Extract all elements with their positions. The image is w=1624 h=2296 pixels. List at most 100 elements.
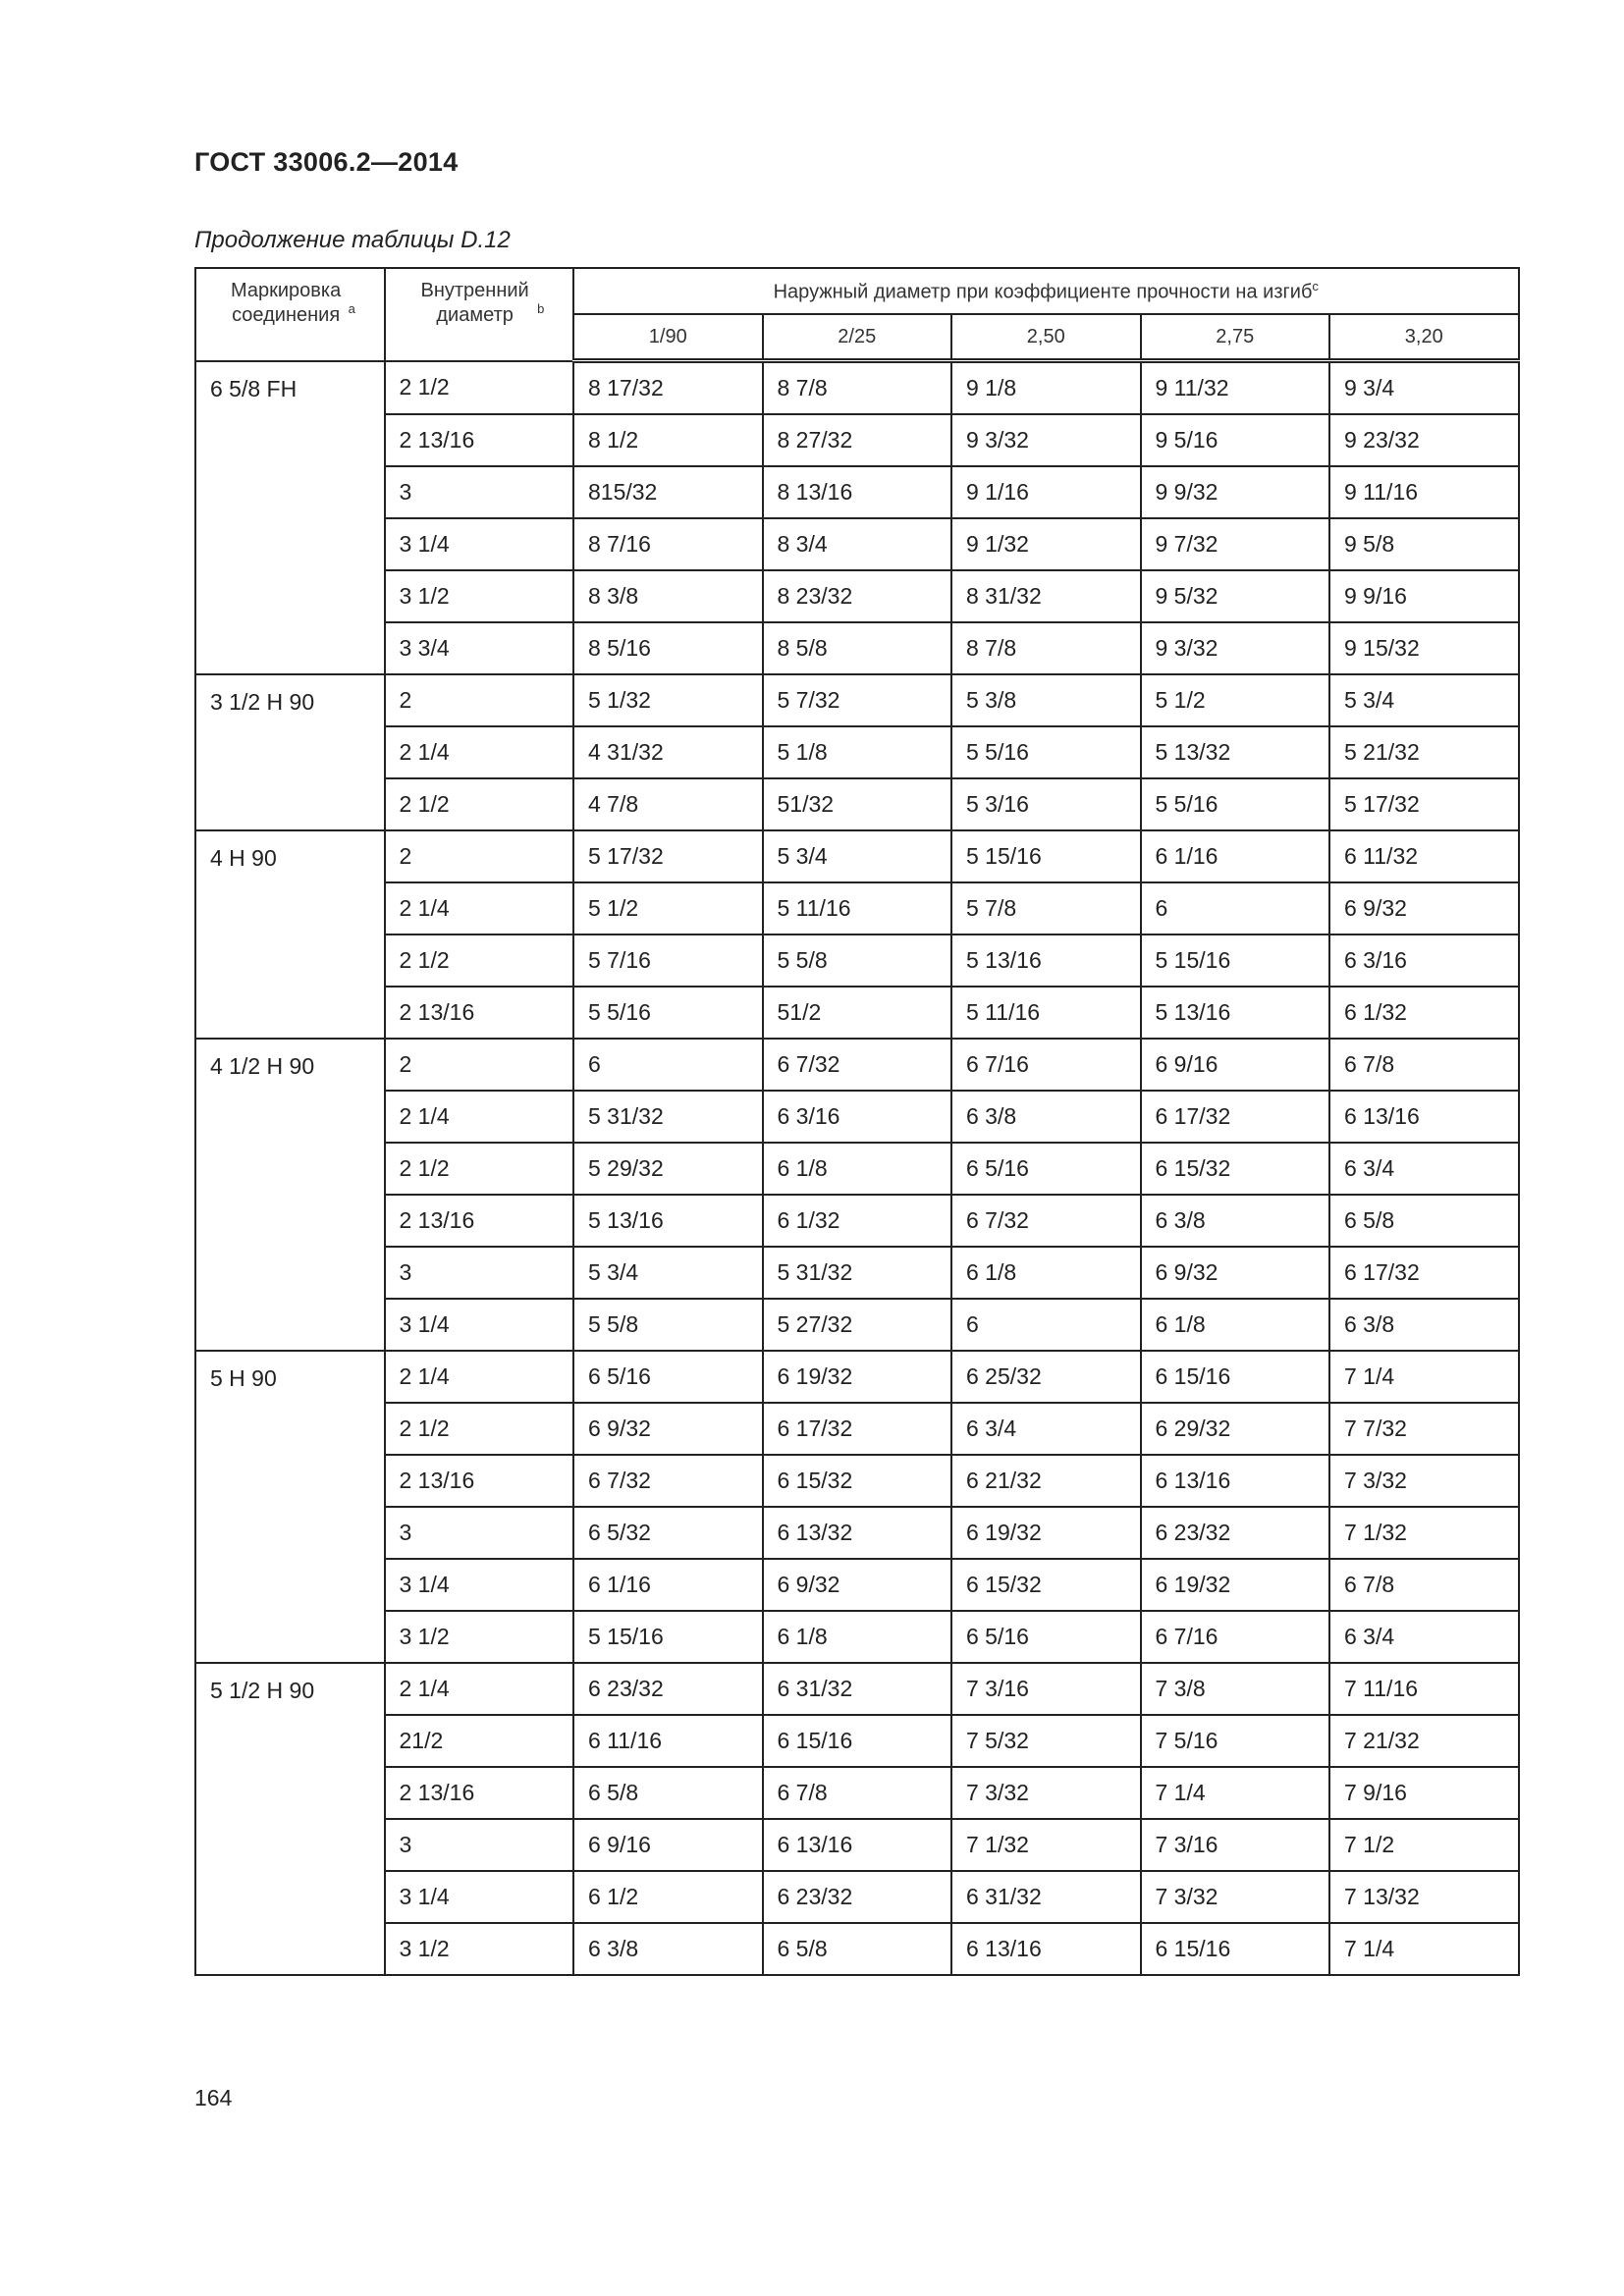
table-row: 2 1/4 4 31/32 5 1/8 5 5/16 5 13/32 5 21/32 — [195, 725, 1520, 779]
outer-diameter-cell: 6 5/8 — [761, 1922, 952, 1976]
outer-diameter-cell: 6 31/32 — [761, 1662, 952, 1716]
table-row: 2 1/2 5 7/16 5 5/8 5 13/16 5 15/16 6 3/16 — [195, 934, 1520, 988]
outer-diameter-cell: 6 3/4 — [1328, 1610, 1520, 1664]
page-number: 164 — [194, 2085, 233, 2110]
outer-diameter-cell: 9 3/4 — [1328, 359, 1520, 415]
inner-diameter-cell: 2 1/4 — [383, 881, 574, 935]
outer-diameter-cell: 5 13/16 — [950, 934, 1142, 988]
connection-marking-cell: 5 H 90 — [194, 1350, 386, 1664]
outer-diameter-cell: 8 3/8 — [572, 569, 764, 623]
table-row: 5 H 90 2 1/4 6 5/16 6 19/32 6 25/32 6 15/16 7 … — [194, 1350, 1520, 1664]
table-row: 21/2 6 11/16 6 15/16 7 5/32 7 5/16 7 21/32 — [195, 1714, 1520, 1768]
outer-diameter-cell: 5 3/4 — [761, 829, 952, 883]
outer-diameter-cell: 6 1/2 — [572, 1870, 764, 1924]
outer-diameter-cell: 7 3/8 — [1139, 1662, 1330, 1716]
outer-diameter-cell: 9 9/32 — [1139, 465, 1330, 519]
outer-diameter-cell: 5 13/16 — [572, 1194, 764, 1248]
outer-diameter-cell: 8 31/32 — [950, 569, 1142, 623]
outer-diameter-cell: 6 9/32 — [572, 1402, 764, 1456]
outer-diameter-cell: 6 1/16 — [1139, 829, 1330, 883]
connection-marking-cell: 4 H 90 — [194, 829, 386, 1040]
inner-diameter-cell: 3 1/4 — [383, 1558, 574, 1612]
outer-diameter-cell: 6 19/32 — [1139, 1558, 1330, 1612]
table-row: 3 815/32 8 13/16 9 1/16 9 9/32 9 11/16 — [195, 465, 1520, 519]
outer-diameter-cell: 51/2 — [761, 986, 952, 1040]
outer-diameter-cell: 6 3/16 — [761, 1090, 952, 1144]
outer-diameter-cell: 8 3/4 — [761, 517, 952, 571]
outer-diameter-cell: 8 27/32 — [761, 413, 952, 467]
outer-diameter-cell: 6 3/8 — [950, 1090, 1142, 1144]
outer-diameter-cell: 6 9/16 — [1139, 1038, 1330, 1092]
outer-diameter-cell: 6 15/16 — [1139, 1922, 1330, 1976]
inner-diameter-cell: 21/2 — [383, 1714, 574, 1768]
table-row: 4 H 90 2 5 17/32 5 3/4 5 15/16 6 1/16 6 11/32 — [194, 829, 1520, 1040]
outer-diameter-cell: 9 3/32 — [950, 413, 1142, 467]
outer-diameter-cell: 6 9/32 — [1139, 1246, 1330, 1300]
outer-diameter-cell: 6 7/32 — [950, 1194, 1142, 1248]
table-row: 6 5/8 FH 2 1/2 8 17/32 8 7/8 9 1/8 9 11/32 9 3… — [194, 359, 1520, 675]
inner-diameter-cell: 2 1/2 — [383, 777, 574, 831]
outer-diameter-cell: 6 15/16 — [1139, 1350, 1330, 1404]
outer-diameter-cell: 7 1/32 — [1328, 1506, 1520, 1560]
outer-diameter-cell: 9 23/32 — [1328, 413, 1520, 467]
outer-diameter-cell: 6 5/8 — [572, 1766, 764, 1820]
header-coefficient: 1/90 — [572, 313, 764, 363]
outer-diameter-cell: 6 1/8 — [761, 1610, 952, 1664]
outer-diameter-cell: 7 3/32 — [950, 1766, 1142, 1820]
outer-diameter-cell: 6 15/16 — [761, 1714, 952, 1768]
outer-diameter-cell: 6 17/32 — [1139, 1090, 1330, 1144]
outer-diameter-cell: 5 7/8 — [950, 881, 1142, 935]
outer-diameter-cell: 6 13/32 — [761, 1506, 952, 1560]
inner-diameter-cell: 2 — [383, 1038, 574, 1092]
table-row: 3 3/4 8 5/16 8 5/8 8 7/8 9 3/32 9 15/32 — [195, 621, 1520, 675]
outer-diameter-cell: 5 1/8 — [761, 725, 952, 779]
inner-diameter-cell: 2 1/4 — [383, 1350, 574, 1404]
outer-diameter-cell: 6 9/32 — [1328, 881, 1520, 935]
outer-diameter-cell: 8 23/32 — [761, 569, 952, 623]
table-row: 2 1/2 5 29/32 6 1/8 6 5/16 6 15/32 6 3/4 — [195, 1142, 1520, 1196]
inner-diameter-cell: 3 — [383, 1818, 574, 1872]
outer-diameter-cell: 6 17/32 — [761, 1402, 952, 1456]
outer-diameter-cell: 5 31/32 — [761, 1246, 952, 1300]
inner-diameter-cell: 3 — [383, 465, 574, 519]
outer-diameter-cell: 6 1/8 — [1139, 1298, 1330, 1352]
outer-diameter-cell: 7 9/16 — [1328, 1766, 1520, 1820]
outer-diameter-cell: 9 11/32 — [1139, 359, 1330, 415]
inner-diameter-cell: 2 1/4 — [383, 1662, 574, 1716]
outer-diameter-cell: 5 3/16 — [950, 777, 1142, 831]
outer-diameter-cell: 9 15/32 — [1328, 621, 1520, 675]
outer-diameter-cell: 9 5/32 — [1139, 569, 1330, 623]
outer-diameter-cell: 5 5/16 — [572, 986, 764, 1040]
outer-diameter-cell: 5 15/16 — [950, 829, 1142, 883]
table-row: 2 1/4 5 1/2 5 11/16 5 7/8 6 6 9/32 — [195, 881, 1520, 935]
outer-diameter-cell: 6 3/4 — [1328, 1142, 1520, 1196]
outer-diameter-cell: 6 13/16 — [761, 1818, 952, 1872]
outer-diameter-cell: 5 13/16 — [1139, 986, 1330, 1040]
outer-diameter-cell: 6 1/32 — [761, 1194, 952, 1248]
outer-diameter-cell: 9 1/8 — [950, 359, 1142, 415]
outer-diameter-cell: 7 1/4 — [1328, 1350, 1520, 1404]
table-header: Маркировка соединения a Внутренний диамет… — [194, 267, 1520, 363]
outer-diameter-cell: 6 19/32 — [950, 1506, 1142, 1560]
inner-diameter-cell: 3 1/4 — [383, 1870, 574, 1924]
outer-diameter-cell: 8 5/8 — [761, 621, 952, 675]
outer-diameter-cell: 6 1/8 — [761, 1142, 952, 1196]
outer-diameter-cell: 6 9/32 — [761, 1558, 952, 1612]
outer-diameter-cell: 6 11/32 — [1328, 829, 1520, 883]
inner-diameter-cell: 2 1/2 — [383, 1402, 574, 1456]
header-connection-marking: Маркировка соединения a — [194, 267, 386, 362]
outer-diameter-cell: 8 7/8 — [761, 359, 952, 415]
inner-diameter-cell: 3 3/4 — [383, 621, 574, 675]
outer-diameter-cell: 9 9/16 — [1328, 569, 1520, 623]
outer-diameter-cell: 6 19/32 — [761, 1350, 952, 1404]
outer-diameter-cell: 7 1/32 — [950, 1818, 1142, 1872]
outer-diameter-cell: 6 5/16 — [950, 1610, 1142, 1664]
outer-diameter-cell: 5 17/32 — [572, 829, 764, 883]
inner-diameter-cell: 3 — [383, 1506, 574, 1560]
document-title: ГОСТ 33006.2—2014 — [194, 147, 459, 177]
table-row: 2 13/16 6 5/8 6 7/8 7 3/32 7 1/4 7 9/16 — [195, 1766, 1520, 1820]
inner-diameter-cell: 3 — [383, 1246, 574, 1300]
outer-diameter-cell: 5 21/32 — [1328, 725, 1520, 779]
outer-diameter-cell: 9 3/32 — [1139, 621, 1330, 675]
